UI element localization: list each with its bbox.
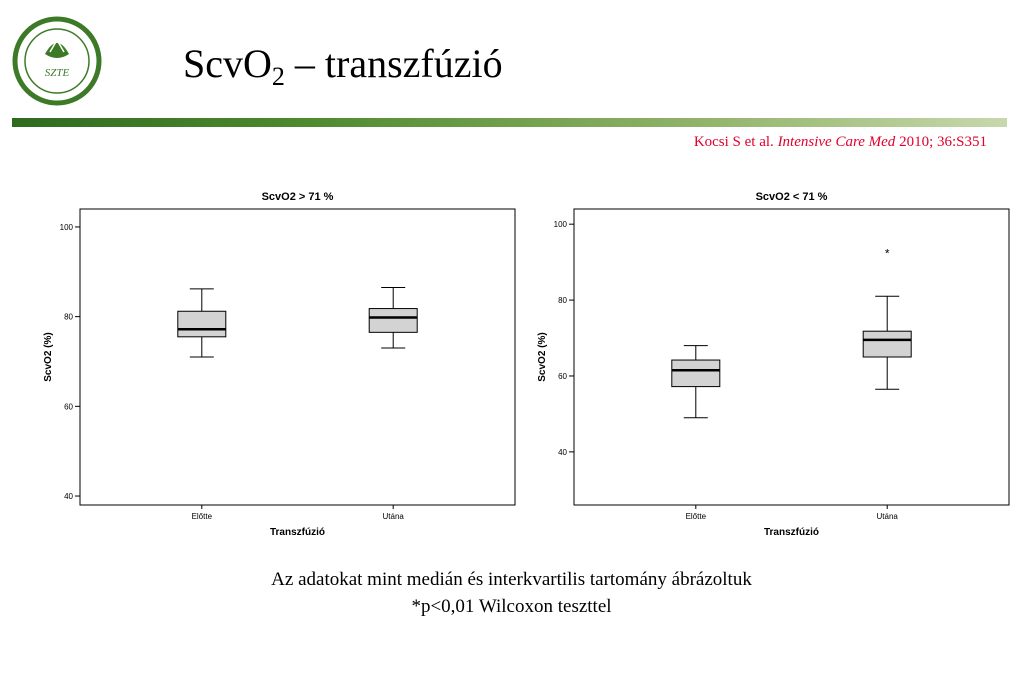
logo-text: SZTE	[45, 67, 70, 79]
box-iqr	[368, 308, 418, 333]
y-tick-label: 80	[64, 313, 73, 322]
chart-title: ScvO2 > 71 %	[262, 191, 334, 203]
header-divider	[12, 118, 1007, 127]
x-tick-label: Előtte	[192, 512, 213, 521]
y-axis-label: ScvO2 (%)	[43, 332, 54, 381]
citation-authors: Kocsi S et al.	[693, 134, 778, 150]
plot-frame	[79, 208, 516, 506]
caption-line-2: *p<0,01 Wilcoxon teszttel	[411, 596, 612, 617]
box-0	[177, 288, 227, 358]
box-1	[368, 286, 418, 349]
title-subscript: 2	[271, 62, 285, 91]
y-tick-label: 40	[64, 492, 73, 501]
szte-logo: SZTE	[12, 16, 102, 106]
plot-frame	[573, 208, 1010, 506]
y-tick-label: 60	[64, 402, 73, 411]
y-tick-label: 100	[554, 220, 568, 229]
y-tick-label: 60	[558, 372, 567, 381]
x-tick-label: Előtte	[686, 512, 707, 521]
box-iqr	[177, 310, 227, 338]
y-axis-label: ScvO2 (%)	[537, 332, 548, 381]
page-title: ScvO2 – transzfúzió	[183, 44, 503, 90]
citation-rest: 2010; 36:S351	[895, 134, 987, 150]
box-iqr	[671, 359, 721, 388]
box-0	[671, 345, 721, 419]
x-tick-label: Utána	[877, 512, 899, 521]
y-tick-label: 100	[60, 223, 74, 232]
chart-title: ScvO2 < 71 %	[756, 191, 828, 203]
caption-line-1: Az adatokat mint medián és interkvartili…	[271, 569, 752, 590]
x-axis-label: Transzfúzió	[270, 527, 325, 538]
citation: Kocsi S et al. Intensive Care Med 2010; …	[694, 134, 987, 151]
boxplot-chart-low: ScvO2 < 71 % 40 60 80 100 ScvO2 (%) Transzfúzi…	[537, 191, 1010, 538]
citation-journal: Intensive Care Med	[777, 134, 896, 150]
x-tick-label: Utána	[383, 512, 405, 521]
y-tick-label: 80	[558, 296, 567, 305]
title-rest: – transzfúzió	[284, 41, 503, 86]
title-main: ScvO	[183, 41, 272, 86]
y-tick-label: 40	[558, 448, 567, 457]
outlier-marker: *	[885, 247, 890, 261]
x-axis-label: Transzfúzió	[764, 527, 819, 538]
box-iqr	[862, 330, 912, 358]
boxplot-chart-high: ScvO2 > 71 % 40 60 80 100 ScvO2 (%) Transzfúzi…	[43, 191, 516, 538]
box-1	[862, 295, 912, 390]
